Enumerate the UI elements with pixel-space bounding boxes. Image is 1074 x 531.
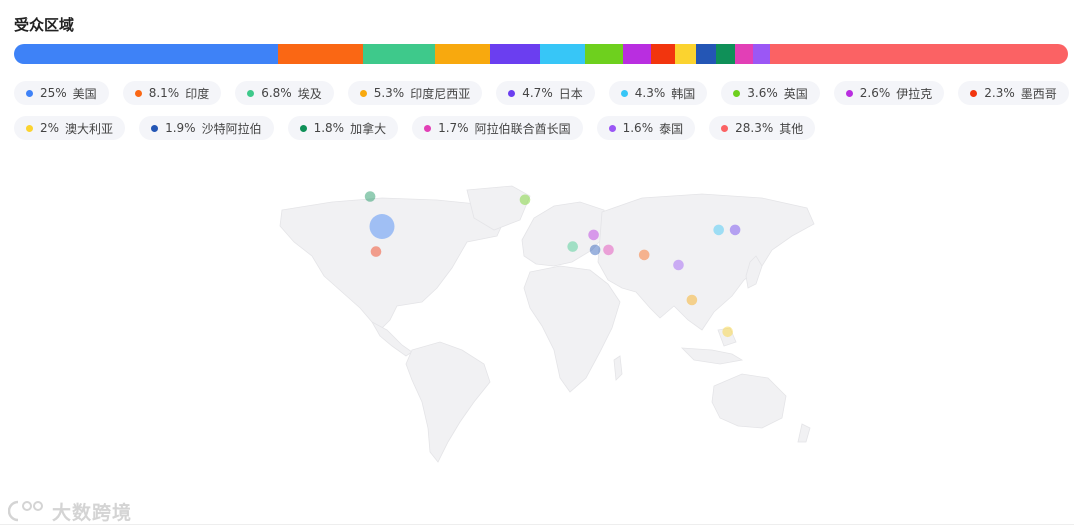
bar-segment[interactable] [14,44,278,64]
map-marker[interactable] [729,224,741,236]
legend-value: 1.7% [438,121,469,135]
bar-segment[interactable] [585,44,624,64]
map-marker[interactable] [673,259,684,271]
legend-chip[interactable]: 28.3% 其他 [709,116,816,140]
legend-label: 韩国 [671,86,696,101]
watermark-text: 大数跨境 [52,501,133,524]
legend-value: 28.3% [735,121,774,135]
legend-label: 其他 [779,121,804,136]
legend-chip[interactable]: 1.9% 沙特阿拉伯 [139,116,274,140]
legend-dot-icon [359,89,367,97]
map-marker[interactable] [603,244,614,256]
world-map [279,185,815,463]
bar-segment[interactable] [362,44,435,64]
map-marker[interactable] [589,244,601,256]
bar-segment[interactable] [434,44,491,64]
bar-segment[interactable] [695,44,716,64]
legend-value: 6.8% [261,86,292,100]
legend-value: 1.8% [313,121,345,135]
legend-value: 1.9% [165,121,196,135]
legend-chip[interactable]: 5.3% 印度尼西亚 [347,81,483,105]
legend-label: 加拿大 [350,121,387,136]
legend-label: 英国 [783,86,808,101]
legend-dot-icon [247,89,255,97]
legend-dot-icon [733,89,741,97]
legend-label: 日本 [558,86,583,101]
legend-value: 25% [40,86,67,100]
bar-segment[interactable] [490,44,540,64]
legend-label: 阿拉伯联合酋长国 [474,121,571,136]
map-marker[interactable] [588,229,599,241]
legend-value: 4.7% [522,86,553,100]
bar-segment[interactable] [277,44,363,64]
legend-value: 8.1% [148,86,180,100]
legend-value: 2.3% [984,86,1015,100]
legend-chip[interactable]: 4.7% 日本 [496,81,595,105]
bar-segment[interactable] [752,44,770,64]
legend-dot-icon [26,124,33,132]
legend-chip[interactable]: 2.6% 伊拉克 [833,81,945,105]
bar-segment[interactable] [769,44,1068,64]
legend-dot-icon [508,89,516,97]
legend-value: 2% [40,121,60,135]
legend-chip[interactable]: 1.7% 阿拉伯联合酋长国 [412,116,583,140]
legend-dot-icon [151,124,159,132]
audience-share-bar [14,44,1068,64]
legend-label: 印度尼西亚 [410,86,471,101]
legend-dot-icon [424,124,432,132]
watermark-icon [8,500,43,522]
bar-segment[interactable] [539,44,586,64]
map-marker[interactable] [369,214,395,239]
map-marker[interactable] [686,294,698,306]
bar-segment[interactable] [734,44,753,64]
legend-chip[interactable]: 2% 澳大利亚 [14,116,126,140]
legend-value: 1.6% [622,121,654,135]
map-marker[interactable] [364,191,376,202]
legend-label: 墨西哥 [1020,86,1057,101]
legend-dot-icon [970,89,978,97]
legend-chip[interactable]: 6.8% 埃及 [235,81,334,105]
legend-dot-icon [134,89,142,97]
bar-segment[interactable] [650,44,675,64]
map-marker[interactable] [722,326,733,338]
legend-dot-icon [721,124,729,132]
map-marker[interactable] [713,224,724,236]
legend-value: 2.6% [859,86,891,100]
map-marker[interactable] [638,249,650,261]
legend-value: 5.3% [373,86,405,100]
watermark-logo: 大数跨境 [8,496,132,526]
legend-dot-icon [608,124,616,132]
bar-segment[interactable] [674,44,696,64]
legend-dot-icon [845,89,853,97]
bar-segment[interactable] [623,44,651,64]
legend-label: 沙特阿拉伯 [201,121,262,136]
legend-chip[interactable]: 4.3% 韩国 [608,81,708,105]
legend-label: 泰国 [659,121,684,136]
legend-chip[interactable]: 3.6% 英国 [721,81,820,105]
legend-label: 美国 [72,86,97,101]
legend-label: 印度 [185,86,210,101]
legend-dot-icon [26,89,33,97]
map-marker[interactable] [567,241,578,252]
section-title: 受众区域 [14,16,75,34]
legend-label: 埃及 [297,86,322,101]
legend-chip[interactable]: 2.3% 墨西哥 [958,81,1069,105]
bar-segment[interactable] [715,44,735,64]
legend-label: 伊拉克 [896,86,933,101]
legend-dot-icon [620,89,628,97]
legend-value: 3.6% [747,86,778,100]
legend-chips: 25% 美国 8.1% 印度 6.8% 埃及 5.3% 印度尼西亚 4.7% 日本 4.3% 韩国 3.… [14,81,1074,140]
legend-value: 4.3% [634,86,666,100]
legend-chip[interactable]: 25% 美国 [14,81,109,105]
legend-chip[interactable]: 1.8% 加拿大 [287,116,399,140]
map-marker[interactable] [519,194,531,206]
divider [0,524,1074,525]
legend-label: 澳大利亚 [65,121,114,136]
legend-chip[interactable]: 8.1% 印度 [122,81,222,105]
legend-dot-icon [299,124,307,132]
map-marker[interactable] [370,246,382,257]
legend-chip[interactable]: 1.6% 泰国 [596,116,696,140]
